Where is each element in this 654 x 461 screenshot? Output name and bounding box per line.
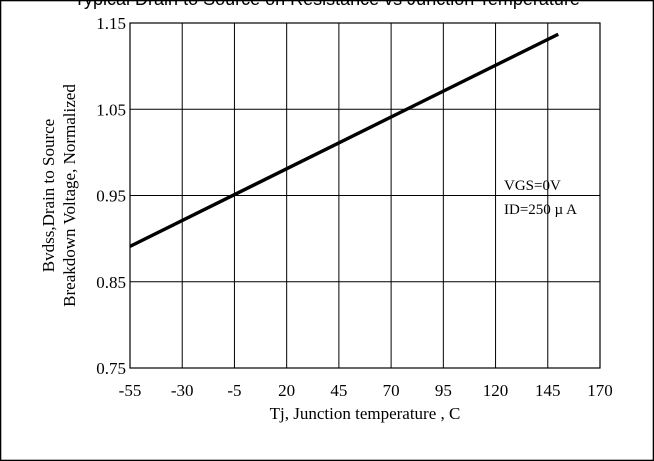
- y-axis-title: Bvdss,Drain to Source Breakdown Voltage,…: [39, 84, 79, 307]
- x-tick-label: 145: [535, 381, 561, 400]
- x-tick-label: 170: [587, 381, 613, 400]
- grid: [129, 22, 601, 369]
- series-line: [129, 32, 559, 248]
- x-axis-title: Tj, Junction temperature , C: [270, 404, 461, 423]
- x-tick-label: 95: [435, 381, 452, 400]
- y-tick-label: 0.75: [96, 359, 126, 378]
- series-layer: [129, 32, 559, 248]
- y-tick-label: 0.95: [96, 187, 126, 206]
- x-tick-label: 70: [383, 381, 400, 400]
- y-tick-label: 1.05: [96, 100, 126, 119]
- x-tick-label: -30: [171, 381, 194, 400]
- y-axis-title-line-1: Bvdss,Drain to Source: [39, 119, 58, 272]
- annotation-vgs: VGS=0V: [504, 178, 561, 194]
- y-tick-label: 1.15: [96, 14, 126, 33]
- x-tick-label: 45: [330, 381, 347, 400]
- annotation-id: ID=250 µ A: [504, 202, 577, 218]
- x-tick-label: -55: [119, 381, 142, 400]
- y-axis-ticks: 0.75 0.85 0.95 1.05 1.15: [96, 14, 126, 378]
- chart-title: Typical Drain to Source on Resistance vs…: [74, 0, 580, 9]
- x-axis-ticks: -55 -30 -5 20 45 70 95 120 145 170: [119, 381, 613, 400]
- y-tick-label: 0.85: [96, 273, 126, 292]
- y-axis-title-line-2: Breakdown Voltage, Normalized: [60, 84, 79, 307]
- x-tick-label: 20: [278, 381, 295, 400]
- x-tick-label: -5: [227, 381, 241, 400]
- x-tick-label: 120: [483, 381, 509, 400]
